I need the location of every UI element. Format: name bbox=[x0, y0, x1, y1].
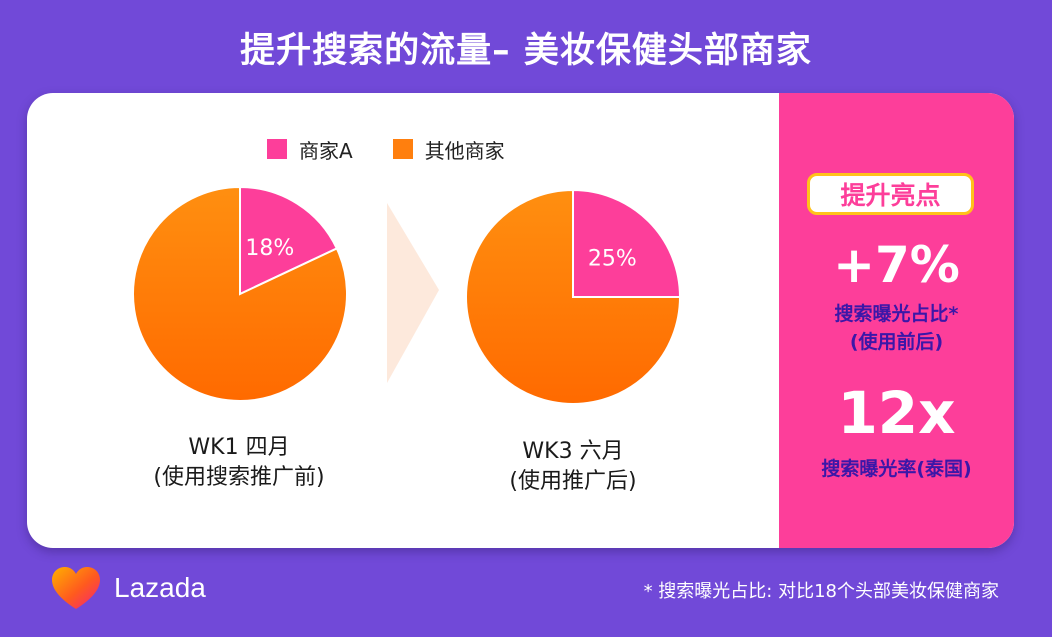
footnote: * 搜索曝光占比: 对比18个头部美妆保健商家 bbox=[643, 581, 999, 602]
legend-label-merchant-a: 商家A bbox=[299, 138, 353, 163]
pie-caption-wk3-line1: WK3 六月 bbox=[522, 439, 624, 464]
legend-item-merchant-a: 商家A bbox=[267, 135, 353, 164]
legend-swatch-merchant-a bbox=[267, 139, 287, 159]
pie-caption-wk1-line2: (使用搜索推广前) bbox=[153, 465, 325, 490]
highlights-panel: 提升亮点 +7% 搜索曝光占比* (使用前后) 12x 搜索曝光率(泰国) bbox=[779, 93, 1014, 548]
stat1-value: +7% bbox=[833, 236, 960, 294]
pie-slice-merchant-a bbox=[239, 185, 339, 296]
chart-legend: 商家A 其他商家 bbox=[267, 135, 545, 164]
stat1-label: 搜索曝光占比* bbox=[834, 303, 959, 325]
pie-slice-merchant-a bbox=[572, 188, 682, 298]
pie-caption-wk3: WK3 六月 (使用推广后) bbox=[443, 437, 703, 497]
stat2-label: 搜索曝光率(泰国) bbox=[821, 458, 972, 480]
pie-caption-wk3-line2: (使用推广后) bbox=[509, 469, 637, 494]
stat1-note: (使用前后) bbox=[849, 331, 944, 353]
pie-slice-other-merchants bbox=[132, 185, 348, 402]
pie-chart-wk1: 18% bbox=[132, 185, 348, 402]
pie-slice-label: 18% bbox=[245, 236, 294, 261]
brand-name: Lazada bbox=[114, 572, 206, 603]
legend-label-other-merchants: 其他商家 bbox=[424, 138, 505, 163]
page-title: 提升搜索的流量– 美妆保健头部商家 bbox=[240, 31, 812, 71]
chart-card: 商家A 其他商家 18% 25% WK1 四月 (使用搜索推广前) WK3 六月… bbox=[27, 93, 1014, 548]
stat2-value: 12x bbox=[837, 379, 956, 447]
pie-charts-svg: 18% 25% bbox=[132, 185, 682, 405]
lazada-heart-logo-icon bbox=[52, 567, 100, 609]
legend-swatch-other-merchants bbox=[392, 139, 413, 159]
pie-slice-label: 25% bbox=[588, 247, 637, 272]
transition-arrow-shape bbox=[387, 203, 439, 383]
pie-caption-wk1: WK1 四月 (使用搜索推广前) bbox=[109, 433, 369, 493]
highlights-badge: 提升亮点 bbox=[807, 173, 974, 215]
pie-chart-wk3: 25% bbox=[465, 188, 682, 405]
brand: Lazada bbox=[50, 565, 206, 611]
legend-item-other-merchants: 其他商家 bbox=[392, 135, 505, 164]
pie-slice-other-merchants bbox=[465, 188, 682, 405]
pie-caption-wk1-line1: WK1 四月 bbox=[188, 435, 290, 460]
